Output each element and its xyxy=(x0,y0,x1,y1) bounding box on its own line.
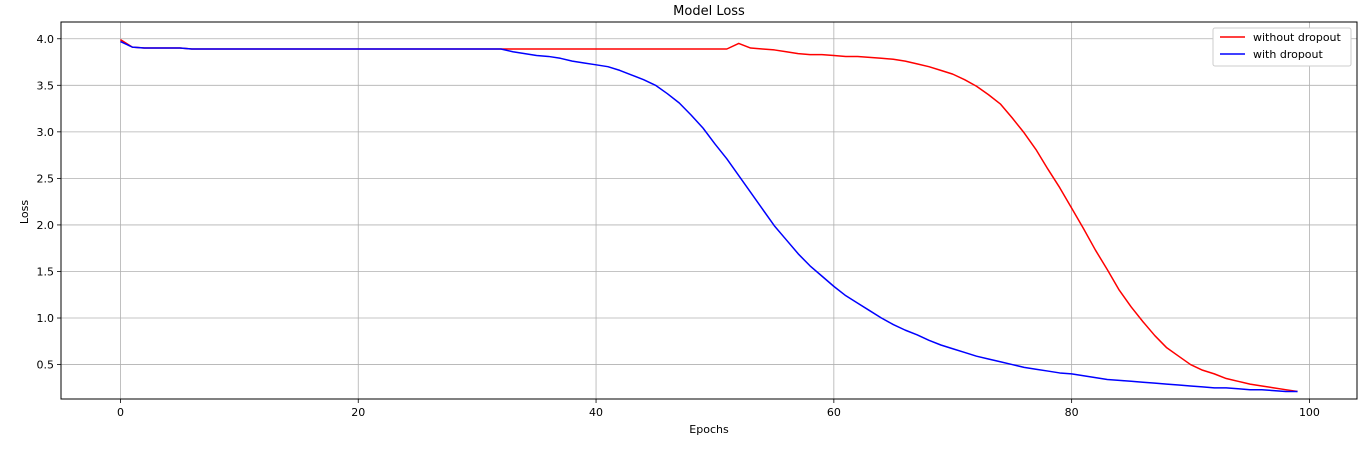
grid-layer xyxy=(61,22,1357,399)
x-tick-label: 20 xyxy=(351,406,365,419)
y-tick-label: 1.0 xyxy=(37,312,55,325)
x-axis-label: Epochs xyxy=(689,423,729,436)
y-tick-label: 3.5 xyxy=(37,79,55,92)
ticks-layer: 0 20 40 60 80 100 0.5 1.0 1.5 2.0 2.5 3.0 3.5 4.0 xyxy=(37,33,1320,419)
x-tick-label: 0 xyxy=(117,406,124,419)
plot-frame xyxy=(60,21,1358,400)
y-tick-label: 4.0 xyxy=(37,33,55,46)
y-tick-label: 2.5 xyxy=(37,172,55,185)
y-tick-label: 0.5 xyxy=(37,359,55,372)
y-tick-label: 1.5 xyxy=(37,265,55,278)
x-tick-label: 80 xyxy=(1065,406,1079,419)
series-line-with-dropout xyxy=(120,40,1298,393)
legend-label-without-dropout: without dropout xyxy=(1253,31,1342,44)
x-tick-label: 100 xyxy=(1299,406,1320,419)
x-tick-label: 40 xyxy=(589,406,603,419)
legend-box xyxy=(1212,27,1352,67)
series-line-without-dropout xyxy=(120,39,1298,393)
legend-label-with-dropout: with dropout xyxy=(1253,48,1324,61)
chart-title: Model Loss xyxy=(673,4,745,19)
legend: without dropout with dropout xyxy=(1212,27,1352,67)
y-tick-label: 2.0 xyxy=(37,219,55,232)
y-axis-label: Loss xyxy=(18,200,31,224)
x-tick-label: 60 xyxy=(827,406,841,419)
series-layer xyxy=(120,39,1298,393)
y-tick-label: 3.0 xyxy=(37,126,55,139)
